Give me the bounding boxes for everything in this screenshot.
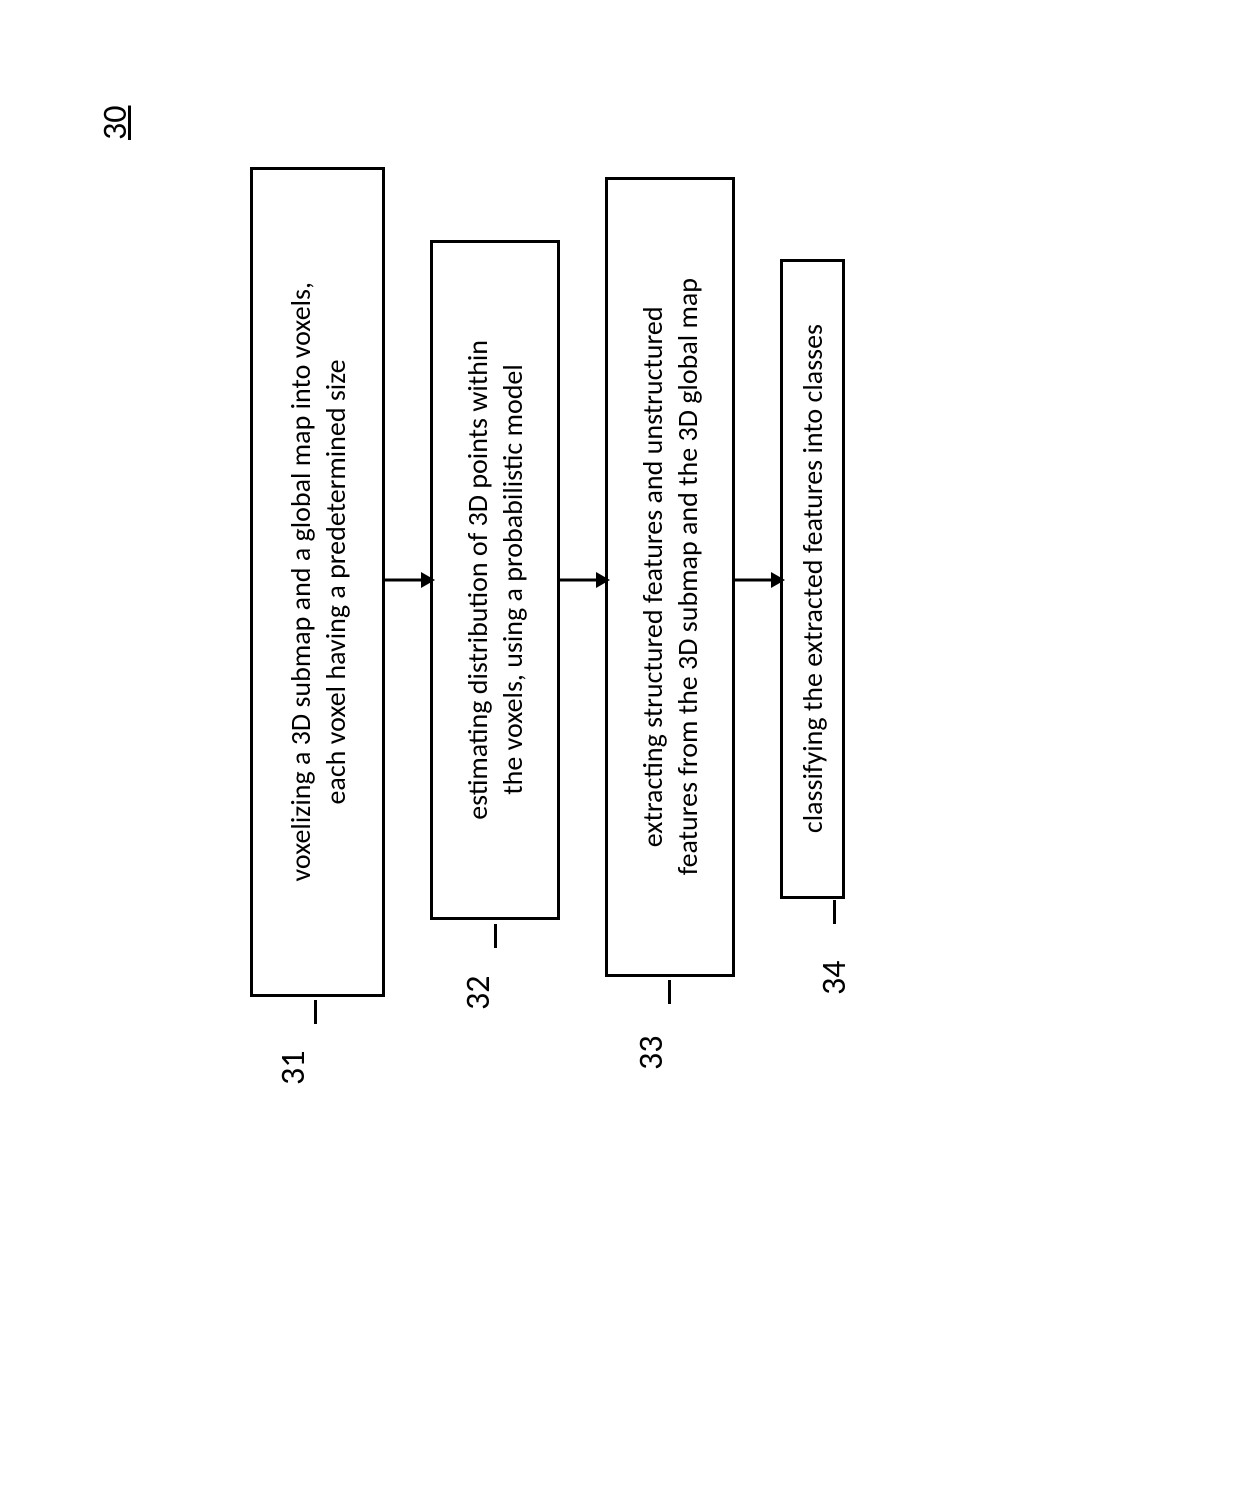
flow-box-32: estimating distribution of 3D points wit… xyxy=(430,240,560,920)
tick-mark xyxy=(314,1000,317,1024)
flow-box-text: extracting structured features and unstr… xyxy=(635,278,705,875)
tick-mark xyxy=(833,900,836,924)
flow-box-text: voxelizing a 3D submap and a global map … xyxy=(283,282,353,882)
flow-arrow xyxy=(560,568,610,592)
step-label-32: 32 xyxy=(458,976,499,1010)
tick-mark xyxy=(668,980,671,1004)
flow-arrow xyxy=(735,568,785,592)
step-label-34: 34 xyxy=(814,961,855,995)
step-label-31: 31 xyxy=(273,1051,314,1085)
page-number-label: 30 xyxy=(95,106,136,140)
flow-box-text: estimating distribution of 3D points wit… xyxy=(460,340,530,820)
step-label-33: 33 xyxy=(631,1036,672,1070)
flow-box-31: voxelizing a 3D submap and a global map … xyxy=(250,167,385,997)
flow-arrow xyxy=(385,568,435,592)
flow-box-33: extracting structured features and unstr… xyxy=(605,177,735,977)
tick-mark xyxy=(494,924,497,948)
flow-box-34: classifying the extracted features into … xyxy=(780,259,845,899)
flow-box-text: classifying the extracted features into … xyxy=(795,324,830,833)
